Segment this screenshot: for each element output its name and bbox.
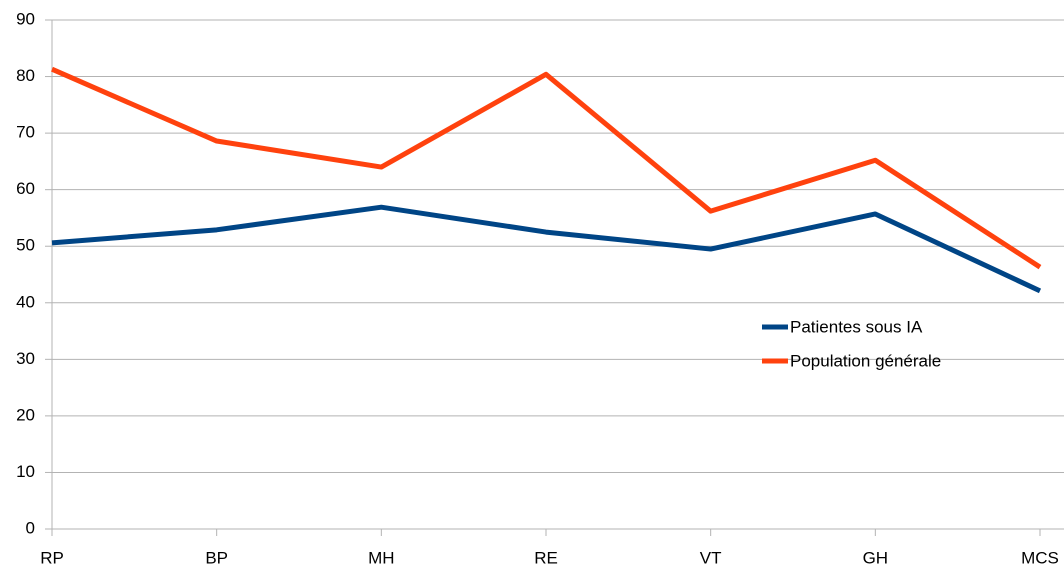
- y-tick-label: 70: [16, 123, 35, 142]
- x-tick-label: RE: [534, 548, 558, 567]
- y-tick-label: 50: [16, 236, 35, 255]
- y-tick-label: 40: [16, 292, 35, 311]
- series-line: [51, 66, 1042, 270]
- x-tick-label: MH: [368, 548, 394, 567]
- x-tick-label: MCS: [1021, 548, 1059, 567]
- x-tick-label: RP: [40, 548, 64, 567]
- series-line: [51, 204, 1042, 294]
- legend-label: Patientes sous IA: [790, 317, 923, 336]
- x-tick-label: VT: [700, 548, 722, 567]
- y-tick-label: 80: [16, 66, 35, 85]
- y-tick-label: 30: [16, 349, 35, 368]
- y-tick-label: 0: [26, 518, 35, 537]
- y-tick-label: 90: [16, 9, 35, 28]
- x-tick-label: GH: [863, 548, 889, 567]
- x-tick-label: BP: [205, 548, 228, 567]
- y-tick-label: 20: [16, 405, 35, 424]
- y-tick-label: 10: [16, 462, 35, 481]
- legend-label: Population générale: [790, 351, 941, 370]
- y-tick-label: 60: [16, 179, 35, 198]
